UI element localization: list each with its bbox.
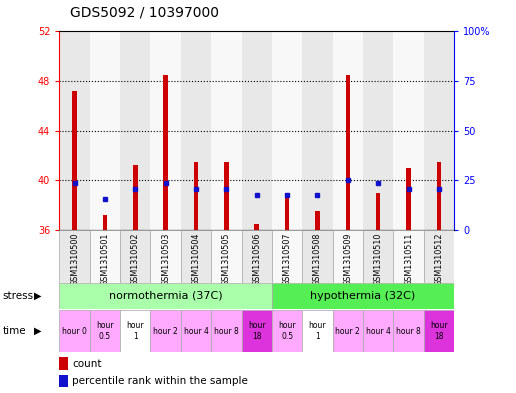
Text: hour 0: hour 0 <box>62 327 87 336</box>
Bar <box>424 31 454 230</box>
Bar <box>393 230 424 283</box>
Text: time: time <box>3 326 26 336</box>
Bar <box>424 310 454 352</box>
Bar <box>211 31 241 230</box>
Bar <box>59 230 90 283</box>
Bar <box>59 375 68 387</box>
Bar <box>211 310 241 352</box>
Text: GSM1310507: GSM1310507 <box>283 233 292 286</box>
Text: GSM1310506: GSM1310506 <box>252 233 261 286</box>
Bar <box>103 215 107 230</box>
Bar <box>424 230 454 283</box>
Text: GSM1310510: GSM1310510 <box>374 233 383 286</box>
Bar <box>90 230 120 283</box>
Bar <box>363 31 393 230</box>
Bar <box>133 165 138 230</box>
Bar <box>181 31 211 230</box>
Text: hour
1: hour 1 <box>126 321 144 341</box>
Bar <box>302 230 333 283</box>
Text: GSM1310512: GSM1310512 <box>434 233 443 286</box>
Bar <box>151 310 181 352</box>
Bar <box>302 310 333 352</box>
Text: hour
1: hour 1 <box>309 321 326 341</box>
Bar <box>181 310 211 352</box>
Bar <box>333 310 363 352</box>
Text: hour 2: hour 2 <box>335 327 360 336</box>
Text: GSM1310511: GSM1310511 <box>404 233 413 286</box>
Text: GSM1310505: GSM1310505 <box>222 233 231 286</box>
Bar <box>315 211 320 230</box>
Bar <box>241 310 272 352</box>
Text: GSM1310509: GSM1310509 <box>343 233 352 286</box>
Text: GSM1310508: GSM1310508 <box>313 233 322 286</box>
Bar <box>224 162 229 230</box>
Text: percentile rank within the sample: percentile rank within the sample <box>72 376 248 386</box>
Bar <box>272 283 454 309</box>
Bar <box>181 230 211 283</box>
Bar <box>272 310 302 352</box>
Text: GSM1310503: GSM1310503 <box>161 233 170 286</box>
Bar <box>333 230 363 283</box>
Bar <box>164 75 168 230</box>
Text: ▶: ▶ <box>34 291 41 301</box>
Bar <box>363 310 393 352</box>
Bar <box>120 310 151 352</box>
Text: GSM1310500: GSM1310500 <box>70 233 79 286</box>
Bar <box>59 357 68 369</box>
Text: hour 2: hour 2 <box>153 327 178 336</box>
Bar <box>59 31 90 230</box>
Text: GSM1310504: GSM1310504 <box>191 233 201 286</box>
Bar <box>120 31 151 230</box>
Bar <box>406 168 411 230</box>
Bar <box>59 283 272 309</box>
Text: normothermia (37C): normothermia (37C) <box>109 291 222 301</box>
Bar <box>90 310 120 352</box>
Bar <box>72 91 77 230</box>
Bar <box>333 31 363 230</box>
Bar <box>241 31 272 230</box>
Bar <box>393 310 424 352</box>
Text: GSM1310502: GSM1310502 <box>131 233 140 286</box>
Text: ▶: ▶ <box>34 326 41 336</box>
Bar <box>90 31 120 230</box>
Bar <box>151 230 181 283</box>
Bar <box>346 75 350 230</box>
Text: stress: stress <box>3 291 34 301</box>
Bar <box>120 230 151 283</box>
Bar <box>302 31 333 230</box>
Bar <box>285 193 289 230</box>
Bar <box>272 230 302 283</box>
Text: GDS5092 / 10397000: GDS5092 / 10397000 <box>70 6 219 20</box>
Bar <box>272 31 302 230</box>
Text: hour 4: hour 4 <box>184 327 208 336</box>
Text: hour
18: hour 18 <box>430 321 448 341</box>
Text: hour
18: hour 18 <box>248 321 266 341</box>
Text: hour
0.5: hour 0.5 <box>278 321 296 341</box>
Bar <box>241 230 272 283</box>
Bar <box>194 162 198 230</box>
Bar <box>151 31 181 230</box>
Text: hour 8: hour 8 <box>214 327 239 336</box>
Text: hour 4: hour 4 <box>366 327 391 336</box>
Bar <box>211 230 241 283</box>
Bar <box>376 193 380 230</box>
Text: hour 8: hour 8 <box>396 327 421 336</box>
Bar <box>437 162 441 230</box>
Text: hour
0.5: hour 0.5 <box>96 321 114 341</box>
Text: count: count <box>72 358 102 369</box>
Bar <box>363 230 393 283</box>
Text: GSM1310501: GSM1310501 <box>101 233 109 286</box>
Bar <box>254 224 259 230</box>
Text: hypothermia (32C): hypothermia (32C) <box>310 291 415 301</box>
Bar <box>59 310 90 352</box>
Bar <box>393 31 424 230</box>
